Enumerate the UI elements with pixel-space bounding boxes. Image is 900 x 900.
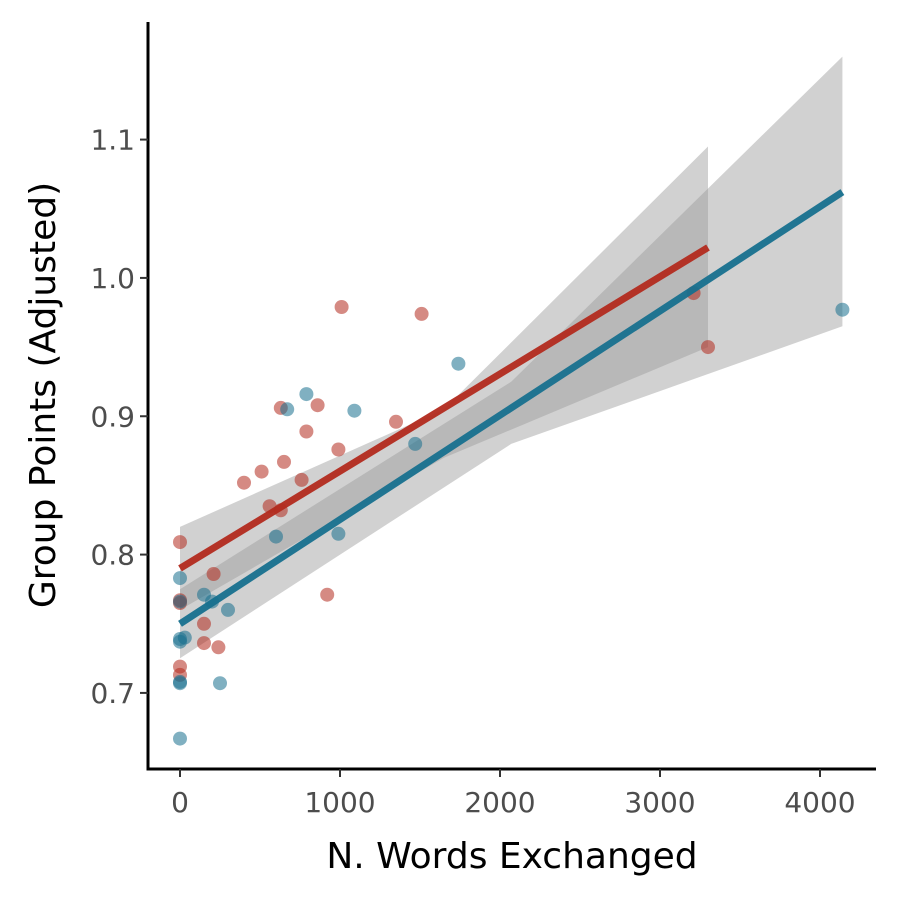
x-tick-label: 3000 — [624, 786, 695, 819]
x-axis-ticks: 0 1000 2000 3000 4000 — [171, 769, 856, 819]
y-tick-label: 0.7 — [90, 677, 135, 710]
data-point — [347, 403, 362, 418]
data-points — [173, 286, 850, 746]
confidence-ribbon-2 — [180, 56, 843, 659]
y-tick-label: 1.1 — [90, 124, 135, 157]
fit-line-2 — [178, 189, 845, 627]
y-tick-label: 0.8 — [90, 539, 135, 572]
data-point — [299, 424, 314, 439]
axes — [146, 22, 876, 771]
data-point — [408, 436, 423, 451]
data-point — [835, 302, 850, 317]
data-point — [389, 414, 403, 429]
data-point — [331, 442, 346, 457]
data-point — [173, 676, 187, 691]
data-point — [177, 630, 192, 645]
x-tick-label: 0 — [171, 786, 189, 819]
y-axis-ticks: 0.7 0.8 0.9 1.0 1.1 — [90, 124, 148, 710]
y-tick-label: 1.0 — [90, 262, 135, 295]
data-point — [701, 340, 715, 355]
data-point — [237, 475, 251, 490]
x-tick-label: 2000 — [464, 786, 535, 819]
x-axis-title: N. Words Exchanged — [326, 836, 697, 877]
data-point — [197, 636, 211, 651]
y-axis-title: Group Points (Adjusted) — [23, 182, 64, 608]
data-point — [213, 676, 227, 691]
x-tick-label: 1000 — [304, 786, 375, 819]
data-point — [414, 306, 429, 321]
data-point — [294, 472, 309, 487]
data-point — [277, 454, 291, 469]
data-point — [320, 587, 335, 602]
data-point — [173, 594, 187, 609]
fit-line-1 — [178, 244, 710, 572]
data-point — [197, 616, 211, 631]
confidence-ribbons — [180, 56, 843, 659]
confidence-ribbon-1 — [180, 146, 708, 610]
data-point — [211, 640, 226, 655]
data-point — [173, 731, 187, 746]
data-point — [269, 529, 283, 544]
x-tick-label: 4000 — [784, 786, 855, 819]
data-point — [173, 571, 187, 586]
data-point — [280, 402, 295, 417]
data-point — [221, 602, 235, 617]
data-point — [331, 526, 346, 541]
data-point — [206, 567, 221, 581]
data-point — [254, 464, 269, 479]
y-tick-label: 0.9 — [90, 400, 135, 433]
data-point — [173, 535, 187, 550]
data-point — [310, 398, 325, 413]
data-point — [334, 300, 349, 314]
data-point — [451, 356, 466, 371]
data-point — [299, 387, 314, 402]
fit-lines — [178, 189, 845, 627]
